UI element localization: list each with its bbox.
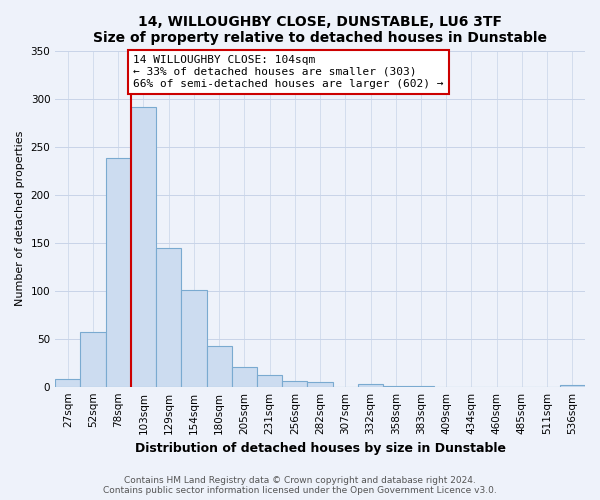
- Bar: [358, 384, 383, 386]
- Bar: [131, 107, 156, 386]
- X-axis label: Distribution of detached houses by size in Dunstable: Distribution of detached houses by size …: [134, 442, 506, 455]
- Title: 14, WILLOUGHBY CLOSE, DUNSTABLE, LU6 3TF
Size of property relative to detached h: 14, WILLOUGHBY CLOSE, DUNSTABLE, LU6 3TF…: [93, 15, 547, 45]
- Bar: [206, 346, 232, 387]
- Text: Contains HM Land Registry data © Crown copyright and database right 2024.
Contai: Contains HM Land Registry data © Crown c…: [103, 476, 497, 495]
- Bar: [282, 381, 307, 386]
- Y-axis label: Number of detached properties: Number of detached properties: [15, 131, 25, 306]
- Bar: [55, 379, 80, 386]
- Bar: [232, 366, 257, 386]
- Bar: [307, 382, 332, 386]
- Bar: [106, 158, 131, 386]
- Text: 14 WILLOUGHBY CLOSE: 104sqm
← 33% of detached houses are smaller (303)
66% of se: 14 WILLOUGHBY CLOSE: 104sqm ← 33% of det…: [133, 56, 444, 88]
- Bar: [560, 385, 585, 386]
- Bar: [181, 290, 206, 386]
- Bar: [257, 375, 282, 386]
- Bar: [156, 248, 181, 386]
- Bar: [80, 332, 106, 386]
